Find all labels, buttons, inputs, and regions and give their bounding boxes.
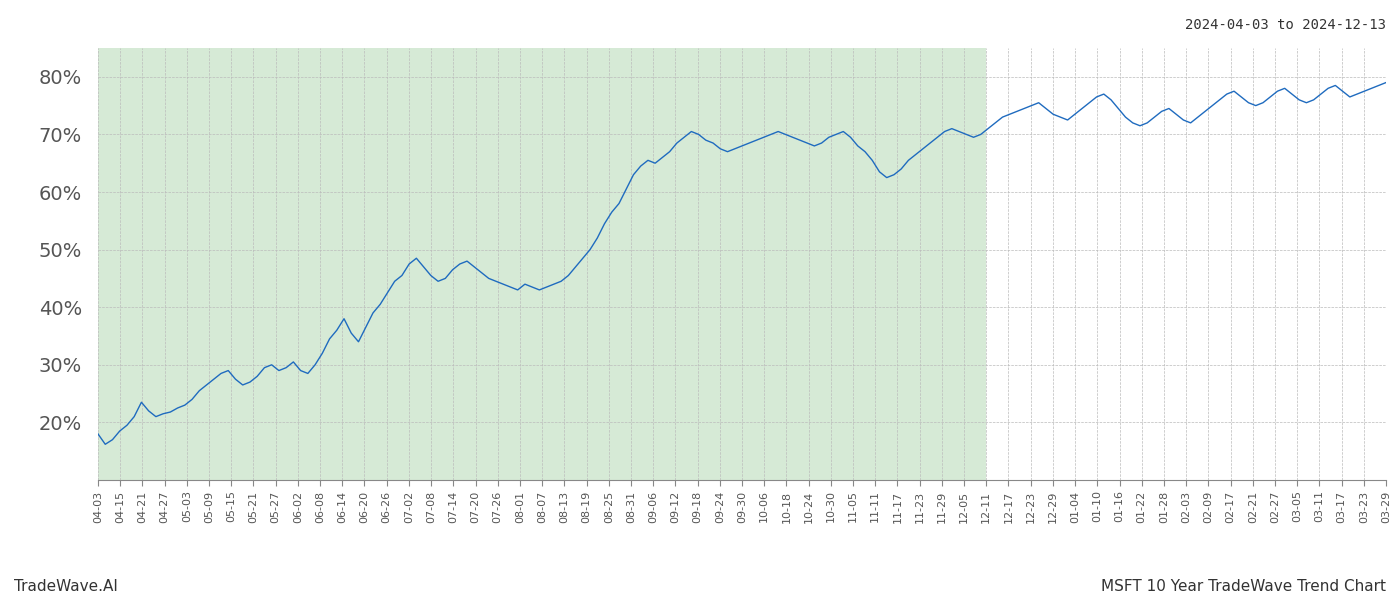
Text: TradeWave.AI: TradeWave.AI [14, 579, 118, 594]
Bar [98, 48, 986, 480]
Text: 2024-04-03 to 2024-12-13: 2024-04-03 to 2024-12-13 [1184, 18, 1386, 32]
Text: MSFT 10 Year TradeWave Trend Chart: MSFT 10 Year TradeWave Trend Chart [1100, 579, 1386, 594]
